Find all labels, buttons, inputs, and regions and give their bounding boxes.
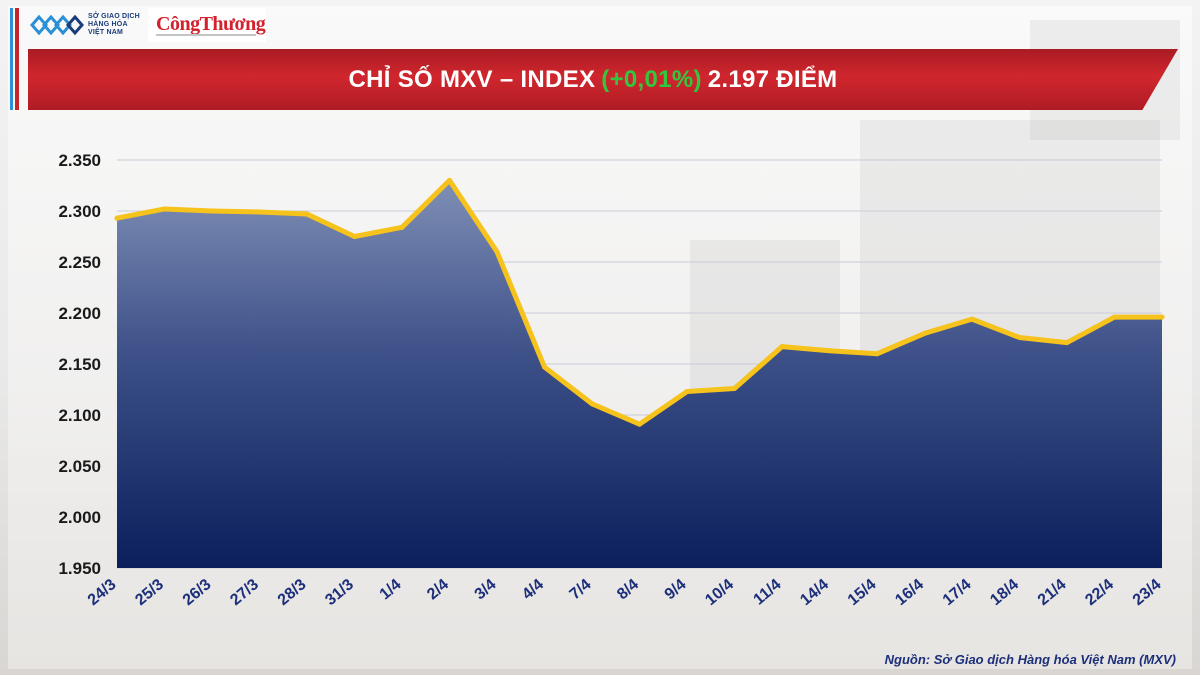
data-point <box>637 421 642 427</box>
mxv-logo-line: HÀNG HÓA <box>88 21 128 28</box>
x-tick-label: 22/4 <box>1082 576 1117 609</box>
data-point <box>352 234 357 239</box>
x-tick-label: 27/3 <box>227 576 262 609</box>
mxv-logo-text: SỞ GIAO DỊCH HÀNG HÓA VIỆT NAM <box>88 13 148 37</box>
mxv-logo-line: VIỆT NAM <box>88 29 124 36</box>
y-tick-label: 2.200 <box>58 304 101 323</box>
data-point <box>447 177 452 183</box>
x-tick-label: 9/4 <box>662 576 690 603</box>
x-tick-label: 25/3 <box>132 576 167 609</box>
data-point <box>542 364 547 370</box>
data-point <box>162 206 167 212</box>
y-tick-label: 2.300 <box>58 202 101 221</box>
x-tick-label: 23/4 <box>1130 576 1165 609</box>
mxv-logo-line: SỞ GIAO DỊCH <box>88 13 140 20</box>
x-tick-label: 14/4 <box>797 576 832 609</box>
x-tick-label: 8/4 <box>614 576 642 603</box>
y-tick-label: 2.000 <box>58 508 101 527</box>
x-tick-label: 7/4 <box>567 576 595 603</box>
congthuong-logo: CôngThương <box>148 8 266 42</box>
data-point <box>684 389 690 395</box>
title-band <box>28 49 1178 110</box>
x-tick-label: 17/4 <box>940 576 975 609</box>
title-value: 2.197 ĐIỂM <box>707 65 838 93</box>
x-tick-label: 4/4 <box>519 576 547 603</box>
data-point <box>399 224 405 230</box>
x-tick-label: 10/4 <box>702 576 737 609</box>
source-note: Nguồn: Sở Giao dịch Hàng hóa Việt Nam (M… <box>884 652 1176 667</box>
data-point <box>732 385 737 391</box>
congthuong-logo-underline <box>156 34 256 36</box>
x-tick-label: 11/4 <box>750 576 784 609</box>
y-tick-label: 1.950 <box>58 559 101 578</box>
data-point <box>779 344 785 350</box>
accent-bar-blue <box>10 8 13 110</box>
chart-title: CHỈ SỐ MXV – INDEX (+0,01%) 2.197 ĐIỂM <box>28 49 1158 110</box>
data-point <box>209 208 215 214</box>
x-tick-label: 26/3 <box>180 576 215 609</box>
logo-area: SỞ GIAO DỊCH HÀNG HÓA VIỆT NAM CôngThươn… <box>30 6 266 44</box>
data-point <box>257 209 262 215</box>
data-point <box>874 351 880 357</box>
data-point <box>969 316 975 322</box>
x-tick-label: 24/3 <box>85 576 120 609</box>
data-point <box>1112 314 1117 320</box>
x-tick-label: 18/4 <box>987 576 1022 609</box>
data-point <box>827 348 832 354</box>
x-tick-label: 31/3 <box>322 576 357 609</box>
data-point <box>589 401 595 407</box>
y-tick-label: 2.100 <box>58 406 101 425</box>
y-tick-label: 2.150 <box>58 355 101 374</box>
x-tick-label: 2/4 <box>424 576 452 603</box>
data-point <box>114 215 120 221</box>
title-prefix: CHỈ SỐ MXV – INDEX <box>348 65 596 93</box>
x-tick-label: 3/4 <box>472 576 500 603</box>
data-point <box>304 211 310 217</box>
x-tick-label: 16/4 <box>892 576 927 609</box>
y-tick-label: 2.050 <box>58 457 101 476</box>
mxv-logo-icon <box>30 14 84 36</box>
x-tick-label: 15/4 <box>845 576 880 609</box>
x-tick-label: 28/3 <box>275 576 310 609</box>
data-points <box>114 177 1165 427</box>
x-tick-label: 1/4 <box>377 576 405 603</box>
x-tick-label: 21/4 <box>1035 576 1070 609</box>
data-point <box>494 249 500 255</box>
data-point <box>1064 340 1070 346</box>
y-tick-label: 2.350 <box>58 151 101 170</box>
y-tick-label: 2.250 <box>58 253 101 272</box>
area-fill <box>117 180 1162 568</box>
accent-bar-red <box>15 8 19 110</box>
data-point <box>922 330 927 336</box>
data-point <box>1017 334 1022 340</box>
data-point <box>1159 314 1165 320</box>
y-axis-ticks: 2.350 2.300 2.250 2.200 2.150 2.100 2.050 2.000… <box>58 151 101 578</box>
title-change: (+0,01%) <box>601 65 702 93</box>
congthuong-logo-text: CôngThương <box>156 13 266 35</box>
x-axis-ticks: 24/3 25/3 26/3 27/3 28/3 31/3 1/4 2/4 3/4 4/4 7/4 8… <box>85 576 1165 609</box>
